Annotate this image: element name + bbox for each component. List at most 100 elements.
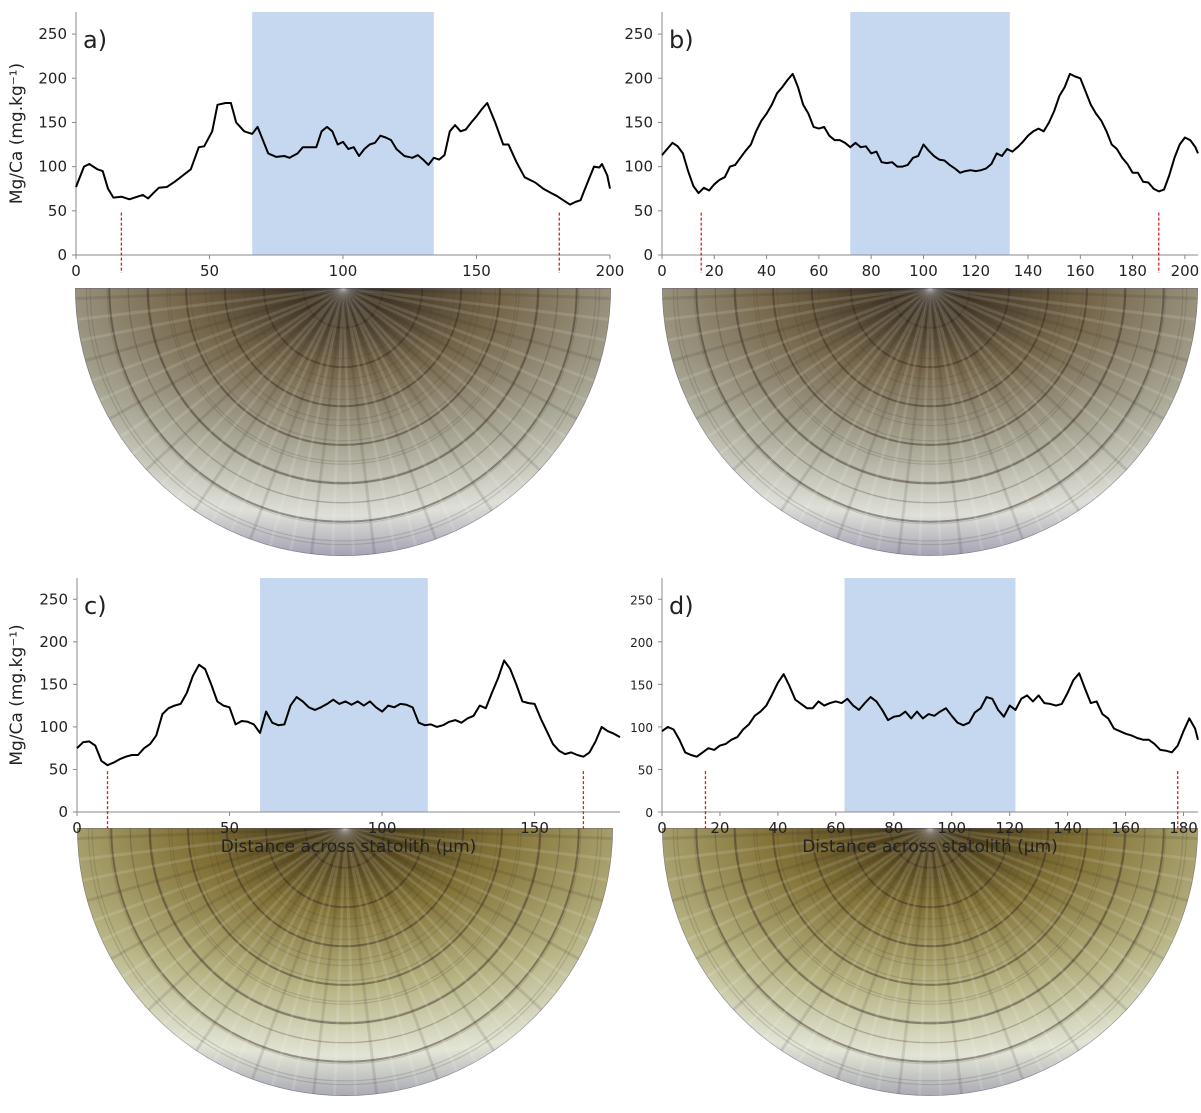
growth-ring <box>148 828 542 1025</box>
x-tick-label: 200 <box>1171 262 1200 280</box>
radial-streak <box>929 288 1175 402</box>
radial-streak <box>86 828 346 903</box>
growth-ring <box>899 828 961 859</box>
growth-ring <box>830 828 1030 928</box>
radial-streak <box>268 288 345 547</box>
growth-ring <box>714 288 1146 504</box>
radial-streak <box>678 288 931 383</box>
radial-streak <box>341 288 418 547</box>
growth-ring <box>919 288 941 299</box>
growth-ring <box>312 288 374 319</box>
y-tick-label: 250 <box>38 25 67 43</box>
radial-streak <box>343 828 440 1080</box>
radial-streak <box>662 288 931 301</box>
radial-streak <box>929 288 1194 342</box>
growth-ring <box>797 828 1063 961</box>
growth-ring <box>150 828 540 1023</box>
radial-streak <box>929 828 1198 841</box>
radial-streak <box>175 288 345 500</box>
growth-ring <box>127 288 559 504</box>
radial-streak <box>928 288 1098 500</box>
growth-ring <box>89 288 597 542</box>
radial-streak <box>344 828 604 903</box>
x-tick-label: 0 <box>72 819 82 837</box>
radial-streak <box>685 828 931 942</box>
x-axis-label: Distance across statolith (µm) <box>221 837 477 857</box>
growth-ring <box>206 828 484 967</box>
growth-ring <box>210 288 476 421</box>
y-tick-label: 200 <box>630 636 653 650</box>
radial-streak <box>75 288 344 301</box>
radial-streak <box>77 828 346 841</box>
radial-streak <box>342 288 578 421</box>
radial-streak <box>344 828 557 996</box>
radial-streak <box>343 828 529 1026</box>
radial-streak <box>332 828 347 1096</box>
growth-ring <box>324 828 366 849</box>
radial-streak <box>79 288 344 342</box>
x-tick-label: 120 <box>961 262 990 280</box>
radial-streak <box>330 288 345 556</box>
radial-streak <box>344 828 613 841</box>
growth-ring <box>909 828 951 849</box>
radial-streak <box>343 828 459 1073</box>
radial-streak <box>928 828 1063 1063</box>
radial-streak <box>929 288 1142 456</box>
growth-ring <box>735 288 1125 483</box>
radial-streak <box>341 288 511 500</box>
y-tick-label: 200 <box>39 633 68 651</box>
radial-streak <box>147 828 347 1012</box>
panel-label: c) <box>84 592 107 620</box>
growth-ring <box>858 288 1002 360</box>
radial-streak <box>341 288 457 533</box>
radial-streak <box>341 288 397 552</box>
radial-streak <box>855 828 932 1087</box>
statolith-image <box>662 288 1198 556</box>
radial-streak <box>929 828 1165 961</box>
radial-streak <box>928 828 963 1095</box>
radial-streak <box>928 288 1044 533</box>
y-tick-label: 0 <box>58 803 68 821</box>
radial-streak <box>145 288 345 472</box>
radial-streak <box>929 288 1189 363</box>
radial-streak <box>343 828 399 1092</box>
radial-streak <box>695 288 931 421</box>
growth-ring <box>169 288 517 462</box>
shaded-region <box>850 12 1010 255</box>
radial-streak <box>93 828 346 923</box>
x-tick-label: 40 <box>768 819 787 837</box>
statolith-image <box>77 828 613 1096</box>
growth-ring <box>332 288 354 299</box>
x-tick-label: 20 <box>710 819 729 837</box>
radial-streak <box>161 828 347 1026</box>
radial-streak <box>81 828 346 882</box>
radial-streak <box>229 288 345 533</box>
y-tick-label: 150 <box>38 113 67 131</box>
growth-ring <box>185 288 501 446</box>
radial-streak <box>929 828 1194 882</box>
y-tick-label: 50 <box>638 763 653 777</box>
radial-streak <box>131 288 344 456</box>
radial-streak <box>121 828 346 979</box>
radial-streak <box>343 828 513 1040</box>
radial-streak <box>192 288 345 512</box>
radial-streak <box>342 288 555 456</box>
radial-streak <box>344 828 612 861</box>
radial-streak <box>231 828 347 1073</box>
radial-streak <box>91 288 344 383</box>
radial-streak <box>212 828 347 1063</box>
growth-ring <box>672 288 1188 546</box>
x-tick-label: 40 <box>757 262 776 280</box>
radial-streak <box>270 828 347 1087</box>
radial-streak <box>678 828 931 923</box>
growth-ring <box>849 288 1011 369</box>
growth-ring <box>714 828 1146 1044</box>
x-tick-label: 100 <box>937 819 966 837</box>
statolith-image <box>75 288 611 556</box>
y-axis-label: Mg/Ca (mg.kg⁻¹) <box>7 624 27 765</box>
panel-label: a) <box>83 26 107 54</box>
radial-streak <box>779 288 932 512</box>
radial-streak <box>928 288 1025 540</box>
growth-ring <box>735 828 1125 1023</box>
